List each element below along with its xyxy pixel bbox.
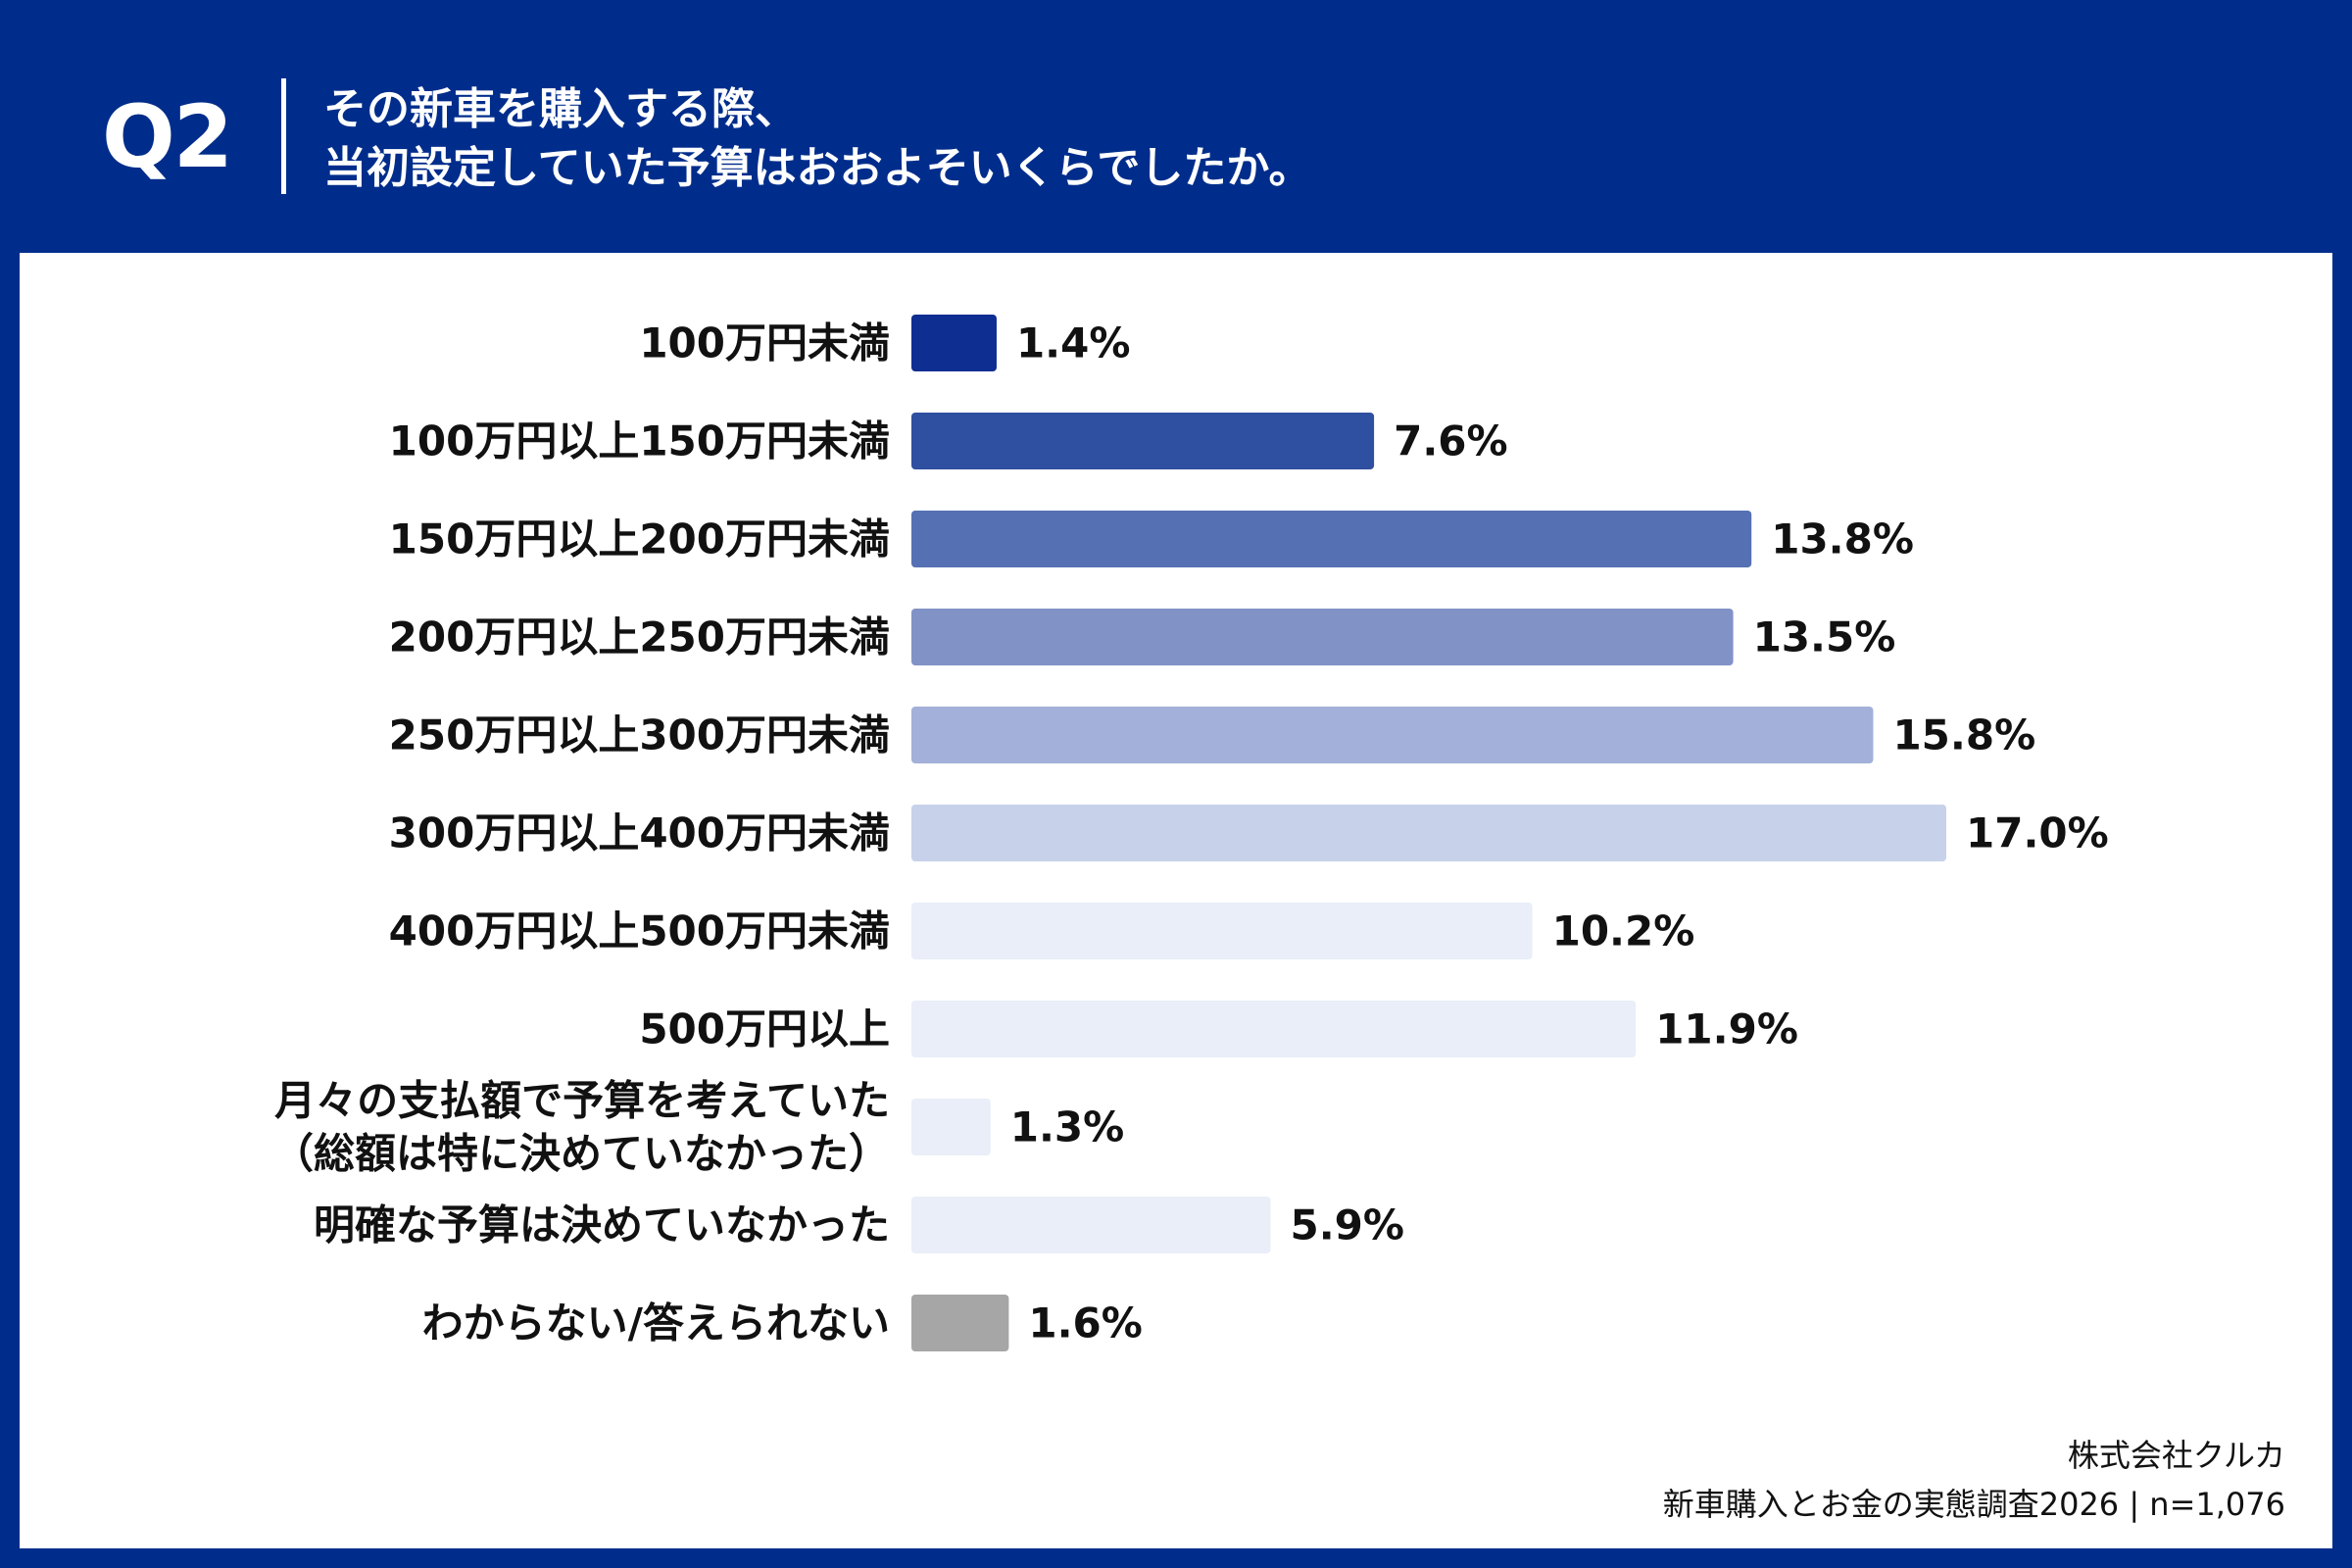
value-label-11: 1.6% [1028, 1299, 1142, 1348]
bar-11 [911, 1295, 1009, 1351]
question-text: その新車を購入する際、 当初設定していた予算はおおよそいくらでしたか。 [323, 80, 1311, 198]
value-label-6: 17.0% [1966, 809, 2109, 858]
category-label-9-line-2: （総額は特に決めていなかった） [272, 1130, 890, 1178]
value-label-3: 13.8% [1771, 515, 1914, 564]
header: Q2 その新車を購入する際、 当初設定していた予算はおおよそいくらでしたか。 [0, 0, 2352, 253]
header-divider [281, 78, 286, 194]
source-note: 株式会社クルカ 新車購入とお金の実態調査2026 | n=1,076 [1663, 1431, 2285, 1529]
bar-1 [911, 315, 997, 371]
question-line-1: その新車を購入する際、 [323, 84, 798, 134]
value-label-5: 15.8% [1892, 711, 2035, 760]
value-label-10: 5.9% [1290, 1201, 1403, 1250]
category-label-10: 明確な予算は決めていなかった [314, 1201, 890, 1250]
category-label-2: 100万円以上150万円未満 [389, 417, 890, 466]
category-label-6: 300万円以上400万円未満 [389, 809, 890, 858]
category-label-7: 400万円以上500万円未満 [389, 907, 890, 956]
value-label-4: 13.5% [1753, 613, 1896, 662]
value-label-8: 11.9% [1655, 1005, 1798, 1054]
value-label-2: 7.6% [1394, 417, 1507, 466]
bar-6 [911, 805, 1946, 861]
category-label-9-line-1: 月々の支払額で予算を考えていた [274, 1077, 890, 1125]
value-label-9: 1.3% [1010, 1103, 1124, 1152]
bar-9 [911, 1099, 991, 1155]
category-label-11: わからない/答えられない [422, 1299, 890, 1348]
bar-7 [911, 903, 1533, 959]
category-label-3: 150万円以上200万円未満 [389, 515, 890, 564]
value-label-1: 1.4% [1016, 319, 1130, 368]
bar-5 [911, 707, 1874, 763]
bar-2 [911, 413, 1375, 469]
bar-chart: 1.4% 100万円未満 7.6% 100万円以上150万円未満 13.8% 150万円以… [272, 315, 2109, 1351]
category-label-1: 100万円未満 [639, 319, 890, 368]
question-line-2: 当初設定していた予算はおおよそいくらでしたか。 [323, 143, 1312, 193]
chart-panel: 1.4% 100万円未満 7.6% 100万円以上150万円未満 13.8% 150万円以… [20, 253, 2332, 1548]
source-company: 株式会社クルカ [2067, 1437, 2285, 1474]
category-label-8: 500万円以上 [639, 1005, 890, 1054]
value-label-7: 10.2% [1552, 907, 1695, 956]
bar-8 [911, 1001, 1637, 1057]
bar-4 [911, 609, 1734, 665]
source-survey: 新車購入とお金の実態調査2026 | n=1,076 [1662, 1486, 2285, 1523]
category-label-5: 250万円以上300万円未満 [389, 711, 890, 760]
question-number: Q2 [102, 86, 233, 187]
bar-10 [911, 1197, 1271, 1253]
category-label-4: 200万円以上250万円未満 [389, 613, 890, 662]
bar-3 [911, 511, 1752, 567]
